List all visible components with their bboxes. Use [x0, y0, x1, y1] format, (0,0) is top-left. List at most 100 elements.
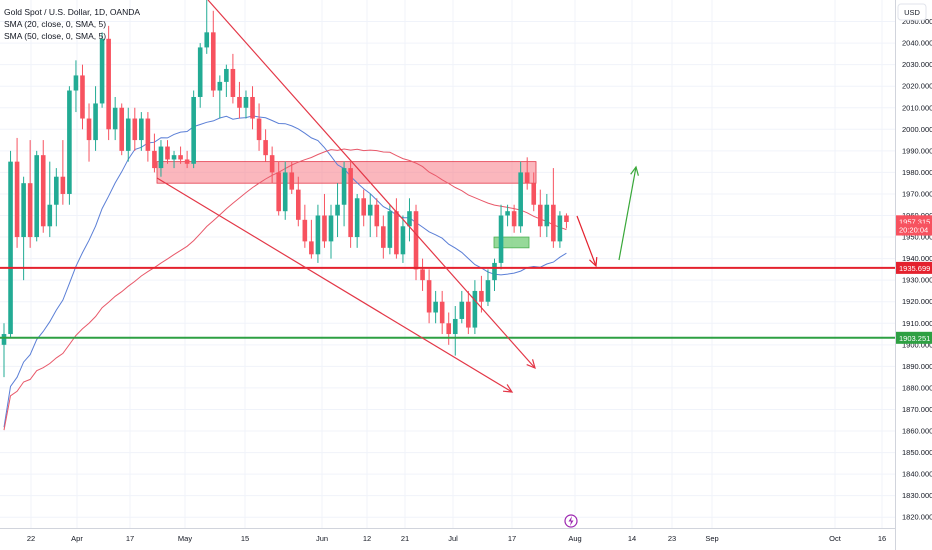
- price-tick-label: 1890.000: [902, 362, 932, 371]
- price-tick-label: 1870.000: [902, 405, 932, 414]
- candle-body-up: [34, 155, 39, 238]
- price-tick-label: 1990.000: [902, 146, 932, 155]
- candle-body-down: [524, 172, 530, 184]
- candle-body-up: [459, 301, 465, 319]
- candle-body-down: [361, 198, 366, 216]
- price-tag-text: 1935.699: [899, 264, 930, 273]
- price-tag-text: 1957.315: [899, 217, 930, 226]
- candle-body-up: [158, 146, 164, 169]
- price-tick-label: 1840.000: [902, 470, 932, 479]
- candle-body-down: [256, 118, 262, 141]
- candle-body-up: [197, 47, 203, 97]
- currency-button[interactable]: USD: [897, 3, 927, 21]
- time-axis[interactable]: 22 Apr 17 May 15 Jun 12 21 Jul 17 Aug 14 23 Sep Oct 16: [0, 528, 895, 550]
- legend-title[interactable]: Gold Spot / U.S. Dollar, 1D, OANDA: [4, 7, 141, 17]
- candle-body-down: [40, 155, 46, 227]
- time-tick-label: May: [178, 534, 192, 543]
- candle-body-up: [171, 155, 177, 160]
- candle-body-down: [14, 161, 20, 238]
- price-axis[interactable]: 1820.000 1830.000 1840.000 1850.000 1860.000…: [895, 0, 932, 550]
- candle-body-down: [322, 215, 327, 242]
- candle-body-up: [217, 81, 223, 91]
- candle-body-up: [505, 211, 510, 216]
- candle-body-up: [472, 290, 478, 328]
- time-tick-label: 15: [241, 534, 249, 543]
- price-tag-bg: [896, 261, 932, 274]
- candle-body-up: [73, 75, 79, 91]
- price-tick-label: 1880.000: [902, 383, 932, 392]
- candle-body-down: [420, 269, 425, 281]
- candle-body-down: [132, 118, 138, 141]
- candle-body-up: [498, 215, 504, 263]
- price-tag-resistance: 1935.699: [896, 261, 932, 274]
- channel-upper-arrow-head: [526, 359, 536, 370]
- candle-body-down: [511, 211, 517, 227]
- time-tick-label: 21: [401, 534, 409, 543]
- candle-body-down: [184, 159, 190, 164]
- candle-body-down: [302, 219, 308, 242]
- legend-sma20[interactable]: SMA (20, close, 0, SMA, 5): [4, 19, 107, 29]
- candle-body-down: [531, 183, 537, 205]
- candle-body-down: [446, 323, 452, 335]
- channel-lower-arrow-head: [502, 384, 514, 393]
- bullish-arrow: [618, 165, 639, 261]
- candle-body-up: [433, 301, 438, 313]
- candle-body-down: [165, 146, 170, 160]
- candle-body-down: [348, 168, 353, 238]
- price-axis-bg: [895, 0, 932, 550]
- candle-body-down: [394, 211, 399, 255]
- price-tick-label: 1950.000: [902, 233, 932, 242]
- candle-body-up: [47, 204, 53, 227]
- channel-lower-arrow-shaft: [156, 177, 513, 393]
- price-tick-label: 1920.000: [902, 297, 932, 306]
- candle-body-up: [54, 176, 59, 205]
- candles: [1, 0, 569, 378]
- time-tick-label: Jul: [448, 534, 458, 543]
- time-tick-label: Jun: [316, 534, 328, 543]
- candle-body-down: [80, 75, 85, 119]
- candle-body-up: [518, 172, 523, 227]
- candle-body-down: [60, 176, 66, 194]
- price-tick-label: 1940.000: [902, 254, 932, 263]
- candle-body-up: [112, 107, 118, 130]
- legend-sma50[interactable]: SMA (50, close, 0, SMA, 5): [4, 31, 107, 41]
- candle-body-up: [99, 38, 105, 104]
- candle-body-up: [191, 96, 196, 164]
- candle-body-up: [400, 226, 406, 255]
- candle-body-up: [335, 204, 340, 216]
- time-tick-label: 17: [508, 534, 516, 543]
- time-tick-label: 14: [628, 534, 636, 543]
- lightning-icon[interactable]: [564, 514, 578, 528]
- candle-body-down: [152, 150, 157, 169]
- bearish-arrow-head: [589, 256, 598, 268]
- price-tick-label: 2010.000: [902, 103, 932, 112]
- price-tag-text: 1903.251: [899, 334, 930, 343]
- channel-upper-arrow: [207, 0, 536, 370]
- candle-body-up: [282, 172, 288, 212]
- bullish-arrow-head: [630, 165, 639, 176]
- price-tick-label: 2040.000: [902, 39, 932, 48]
- candle-body-up: [93, 103, 98, 141]
- candle-body-down: [537, 204, 543, 227]
- candle-body-up: [8, 161, 13, 335]
- bullish-arrow-shaft: [618, 166, 637, 261]
- candle-body-up: [243, 96, 249, 108]
- candle-body-down: [381, 226, 386, 248]
- price-tag-bg: [896, 331, 932, 344]
- time-tick-label: Oct: [829, 534, 842, 543]
- candle-body-up: [67, 90, 72, 194]
- candle-body-up: [544, 204, 550, 227]
- price-tick-label: 1910.000: [902, 319, 932, 328]
- channel-lower-arrow: [156, 177, 514, 393]
- candle-body-up: [125, 118, 131, 151]
- demand-zone: [493, 236, 530, 249]
- candle-body-down: [86, 118, 92, 141]
- candle-body-down: [178, 155, 183, 160]
- candle-body-down: [269, 155, 275, 173]
- candle-body-down: [210, 32, 216, 91]
- candle-body-down: [479, 290, 484, 302]
- candle-body-down: [296, 189, 301, 220]
- time-tick-label: 23: [668, 534, 676, 543]
